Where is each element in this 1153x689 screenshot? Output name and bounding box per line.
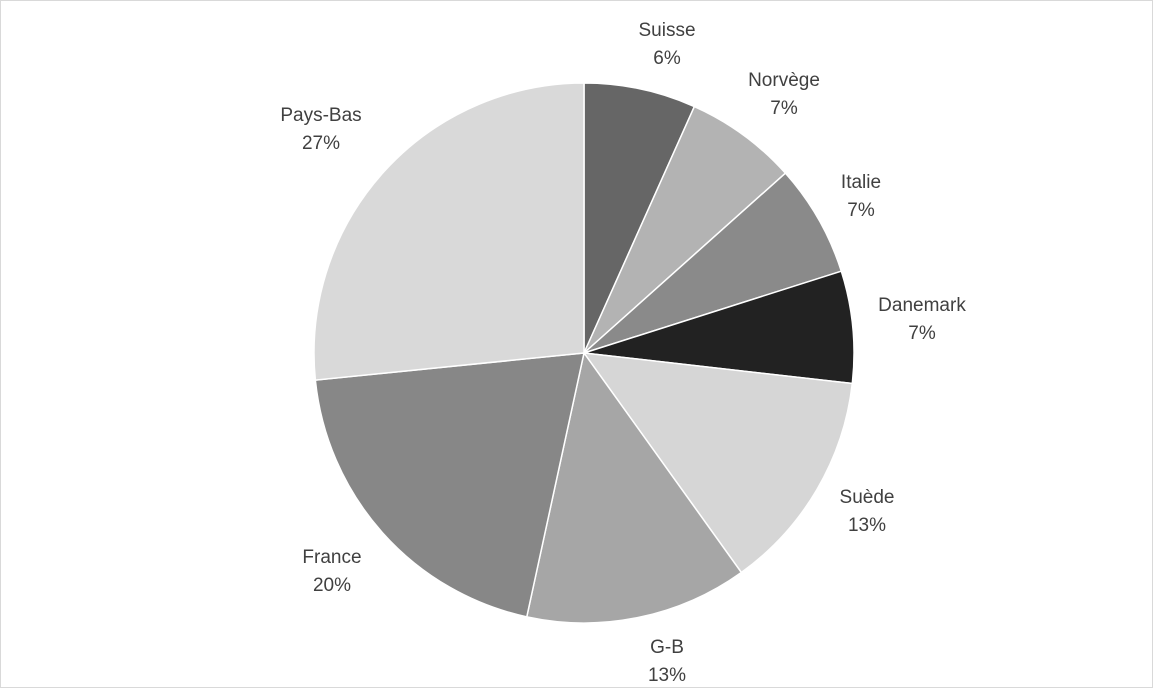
slice-label: France 20% xyxy=(302,547,361,596)
slice-name: Danemark xyxy=(878,295,966,316)
slice-name: Italie xyxy=(841,172,881,193)
pie-labels: Suisse 6% Norvège 7% Italie 7% Danemark 7% Suède… xyxy=(280,20,966,686)
slice-label: Danemark 7% xyxy=(878,295,966,344)
slice-name: Suède xyxy=(840,487,895,508)
pie-slice-su-de xyxy=(582,352,854,574)
pie-slice-italie xyxy=(583,172,843,354)
slice-percent: 7% xyxy=(847,200,875,221)
slice-percent: 7% xyxy=(908,323,936,344)
slice-percent: 6% xyxy=(653,48,681,69)
pie-slice-norv-ge xyxy=(583,105,787,354)
slice-percent: 27% xyxy=(302,133,340,154)
pie-slice-suisse xyxy=(583,82,696,354)
slice-label: G-B 13% xyxy=(648,637,686,686)
slice-label: Suisse 6% xyxy=(638,20,695,69)
slice-percent: 20% xyxy=(313,575,351,596)
pie-slice-france xyxy=(314,352,585,618)
slice-name: G-B xyxy=(650,637,684,658)
slice-label: Norvège 7% xyxy=(748,70,820,119)
slice-label: Suède 13% xyxy=(840,487,895,536)
slice-name: France xyxy=(302,547,361,568)
slice-percent: 13% xyxy=(848,515,886,536)
slice-name: Norvège xyxy=(748,70,820,91)
slice-label: Italie 7% xyxy=(841,172,881,221)
pie-slice-g-b xyxy=(525,351,743,624)
slice-name: Pays-Bas xyxy=(280,105,361,126)
slice-label: Pays-Bas 27% xyxy=(280,105,361,154)
slice-percent: 7% xyxy=(770,98,798,119)
pie-slice-danemark xyxy=(583,270,855,385)
pie-slices xyxy=(313,82,855,624)
slice-name: Suisse xyxy=(638,20,695,41)
pie-slice-pays-bas xyxy=(313,82,585,381)
slice-percent: 13% xyxy=(648,665,686,686)
